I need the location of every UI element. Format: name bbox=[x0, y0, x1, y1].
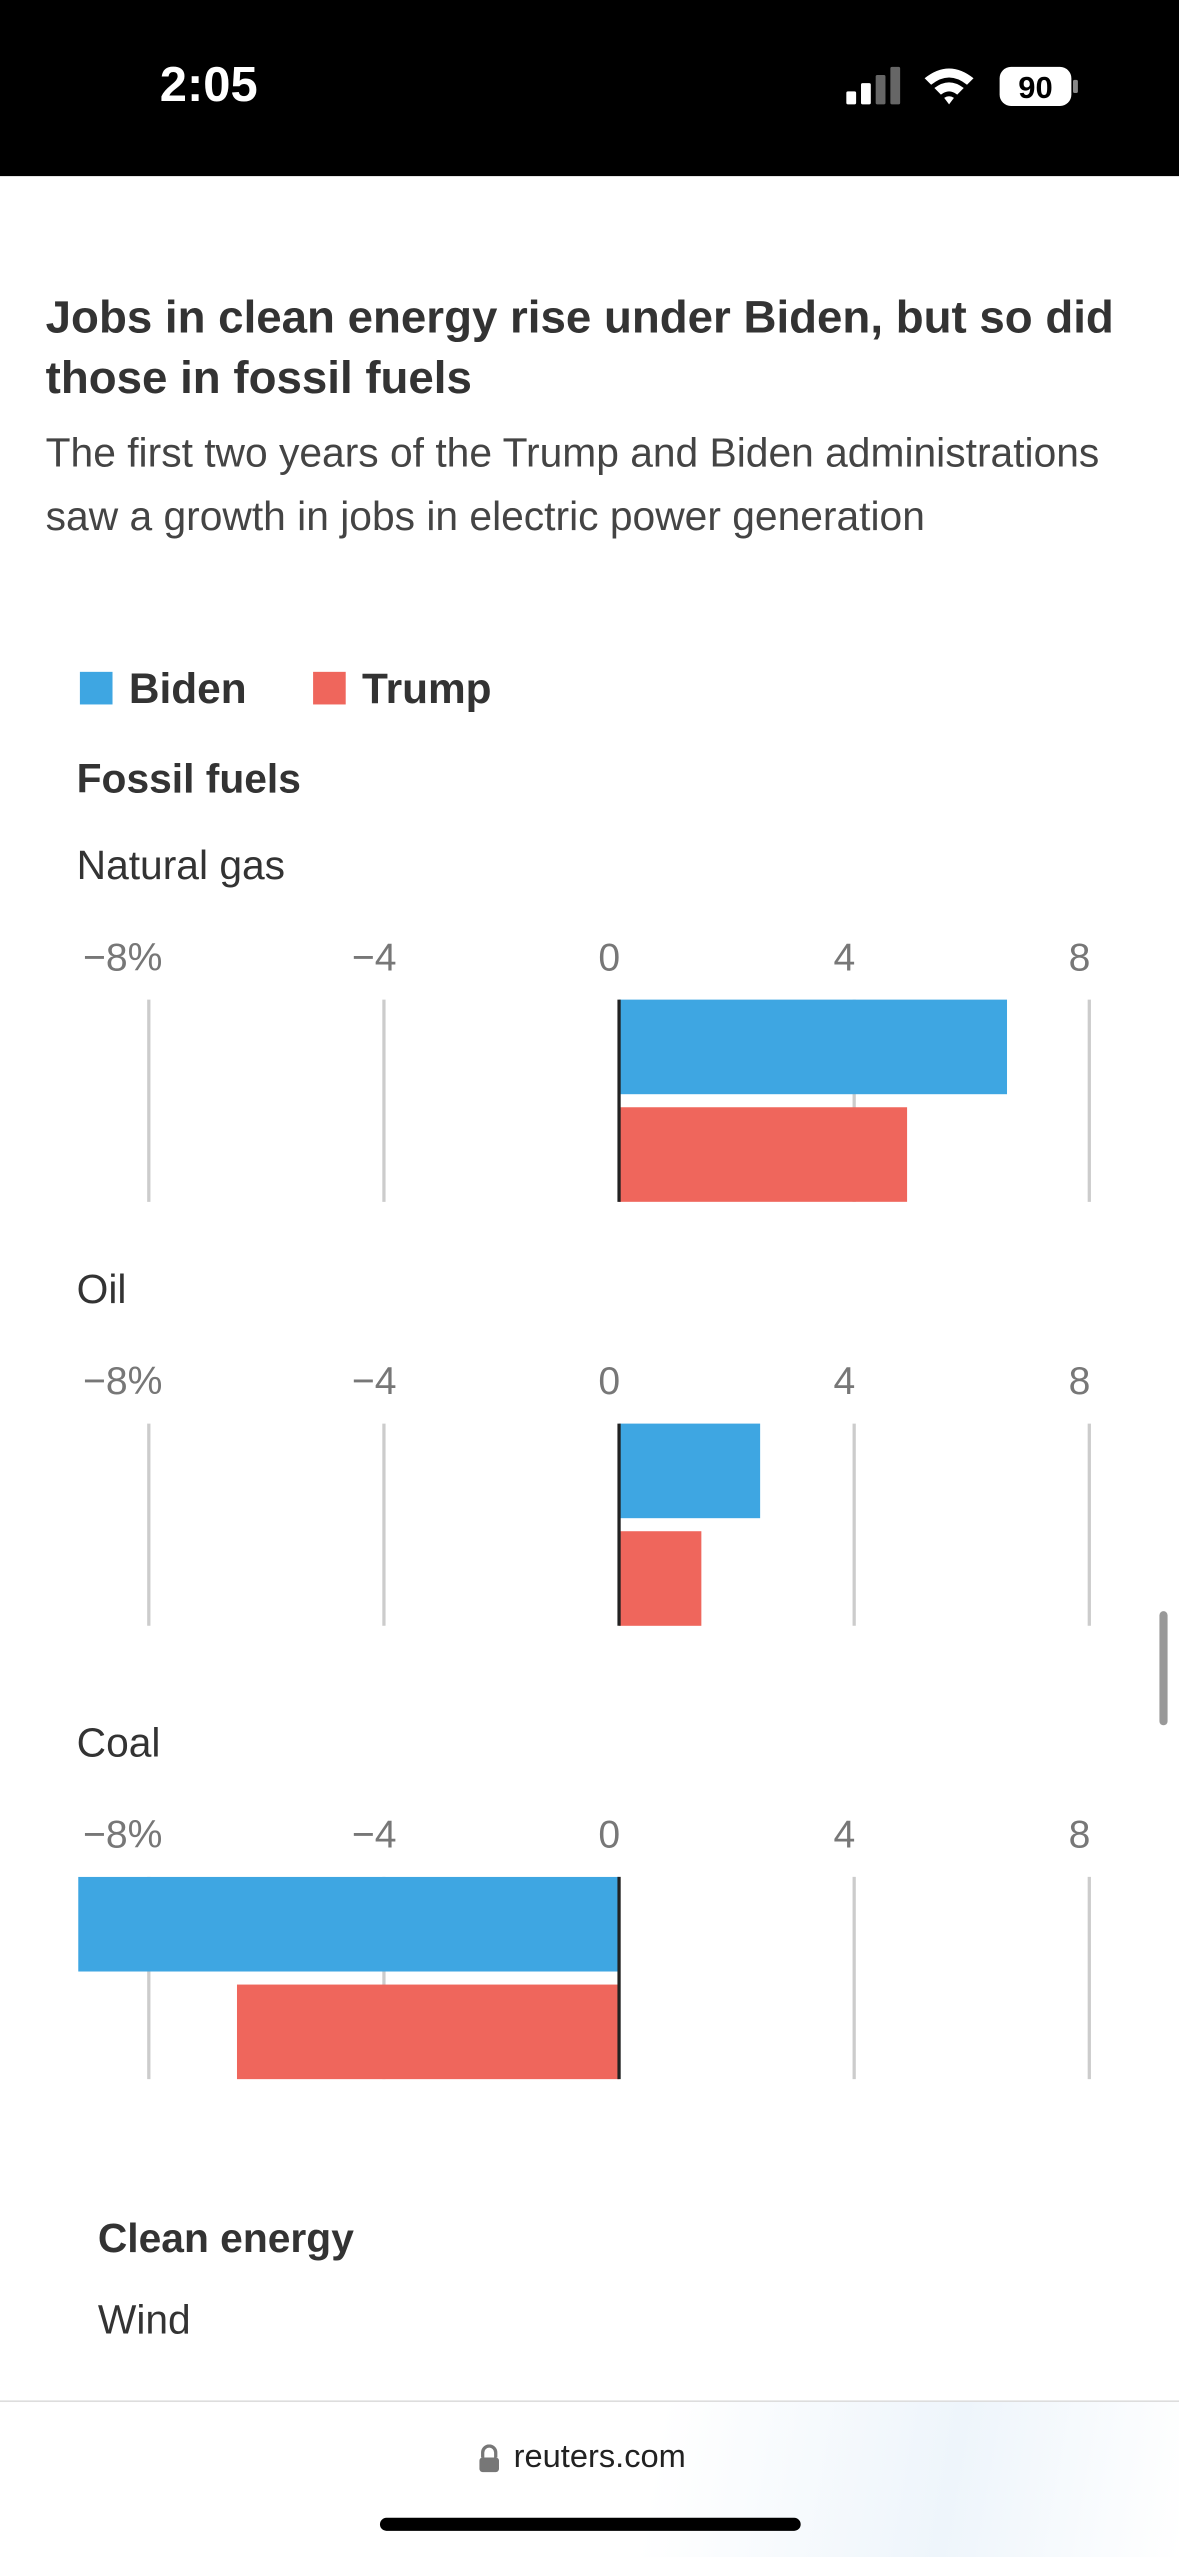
x-tick-label: 4 bbox=[834, 936, 856, 979]
section-heading: Fossil fuels bbox=[76, 756, 301, 803]
legend-item: Trump bbox=[313, 663, 492, 715]
x-tick-label: −4 bbox=[352, 936, 397, 979]
legend-label: Trump bbox=[362, 663, 492, 713]
chart-subtitle: Natural gas bbox=[77, 842, 285, 888]
bar bbox=[619, 1107, 908, 1202]
lock-icon bbox=[479, 2444, 499, 2473]
browser-bar bbox=[0, 2400, 1179, 2557]
status-bar bbox=[0, 0, 1179, 177]
x-tick-label: 0 bbox=[598, 1814, 620, 1857]
x-tick-label: −8% bbox=[83, 1814, 162, 1857]
chart-title: Wind bbox=[97, 2297, 191, 2344]
section-heading: Clean energy bbox=[97, 2216, 354, 2262]
bar bbox=[619, 1423, 761, 1519]
bar bbox=[619, 999, 1008, 1095]
battery-level: 90 bbox=[1018, 70, 1052, 105]
chart-subtitle: Coal bbox=[77, 1719, 161, 1765]
legend-swatch bbox=[79, 671, 113, 705]
chart-title: Jobs in clean energy rise under Biden, b… bbox=[45, 291, 1114, 403]
bar bbox=[619, 1531, 702, 1626]
x-tick-label: −8% bbox=[83, 1360, 162, 1403]
x-tick-label: 4 bbox=[834, 1360, 856, 1403]
legend-item: Biden bbox=[79, 663, 247, 715]
chart-subtitle: The first two years of the Trump and Bid… bbox=[45, 430, 1100, 540]
legend-label: Biden bbox=[128, 663, 247, 713]
x-tick-label: 0 bbox=[598, 936, 620, 979]
x-tick-label: −4 bbox=[352, 1360, 397, 1403]
url[interactable]: reuters.com bbox=[513, 2439, 686, 2476]
x-tick-label: 8 bbox=[1069, 936, 1091, 979]
status-icons: 90 bbox=[846, 66, 1078, 106]
clock: 2:05 bbox=[159, 58, 258, 113]
scroll-indicator bbox=[1159, 1611, 1168, 1726]
bar bbox=[236, 1984, 620, 2080]
x-tick-label: −4 bbox=[352, 1814, 397, 1857]
x-tick-label: −8% bbox=[83, 936, 162, 979]
chart-subtitle: Oil bbox=[77, 1266, 127, 1312]
x-tick-label: 8 bbox=[1069, 1360, 1091, 1403]
legend-swatch bbox=[313, 671, 346, 705]
bar bbox=[78, 1876, 620, 1972]
x-tick-label: 0 bbox=[598, 1360, 620, 1403]
x-tick-label: 4 bbox=[834, 1814, 856, 1857]
charts: Natural gas −8% −4 0 4 8 Oil −8% −4 0 4 8 Coal −8% −4 0… bbox=[77, 842, 1091, 2080]
home-indicator bbox=[379, 2517, 801, 2531]
x-tick-label: 8 bbox=[1069, 1814, 1091, 1857]
